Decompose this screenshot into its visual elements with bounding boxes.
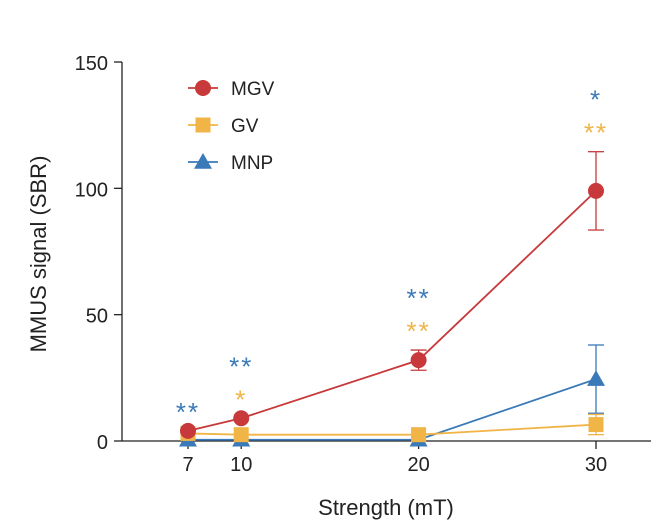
y-tick-label-50: 50 <box>86 306 108 328</box>
legend-label-mgv: MGV <box>231 79 275 100</box>
x-tick-label-30: 30 <box>585 454 607 476</box>
series-line-mgv <box>187 190 597 432</box>
legend-label-mnp: MNP <box>231 153 273 174</box>
y-tick-label-150: 150 <box>75 53 108 75</box>
data-point-mgv-30 <box>588 182 604 199</box>
data-point-gv-10 <box>233 427 249 443</box>
data-point-mnp-30 <box>587 370 605 386</box>
y-tick-label-100: 100 <box>75 179 108 201</box>
y-axis-label: MMUS signal (SBR) <box>26 156 51 353</box>
y-tick-label-0: 0 <box>97 432 108 454</box>
significance-20-0: ** <box>406 283 430 313</box>
series-line-mnp <box>188 378 597 441</box>
data-point-mgv-7 <box>180 422 196 439</box>
significance-30-1: ** <box>584 118 608 148</box>
x-tick-label-7: 7 <box>182 454 193 476</box>
data-point-gv-20 <box>411 427 427 443</box>
significance-30-0: * <box>590 85 602 115</box>
legend-marker-gv <box>195 117 211 133</box>
data-point-gv-30 <box>588 417 604 433</box>
significance-10-1: * <box>235 384 247 414</box>
x-tick-label-20: 20 <box>407 454 429 476</box>
x-axis-label: Strength (mT) <box>318 495 454 520</box>
data-point-mgv-10 <box>233 410 250 427</box>
data-point-mgv-20 <box>410 352 427 369</box>
significance-10-0: ** <box>229 351 253 381</box>
significance-20-1: ** <box>406 316 430 346</box>
legend-marker-mnp <box>194 153 212 169</box>
significance-7-0: ** <box>176 397 200 427</box>
significance-annotations: ************ <box>176 85 608 427</box>
legend-marker-mgv <box>195 80 211 96</box>
series-lines <box>187 190 597 441</box>
ticks: 0 50 100 150 7 10 20 30 <box>75 53 608 476</box>
series-markers <box>179 182 605 447</box>
series-line-gv <box>187 423 597 436</box>
legend-label-gv: GV <box>231 116 259 137</box>
x-tick-label-10: 10 <box>230 454 252 476</box>
error-bars <box>410 151 604 436</box>
axes <box>121 62 651 442</box>
legend: MGV GV MNP <box>188 79 275 174</box>
